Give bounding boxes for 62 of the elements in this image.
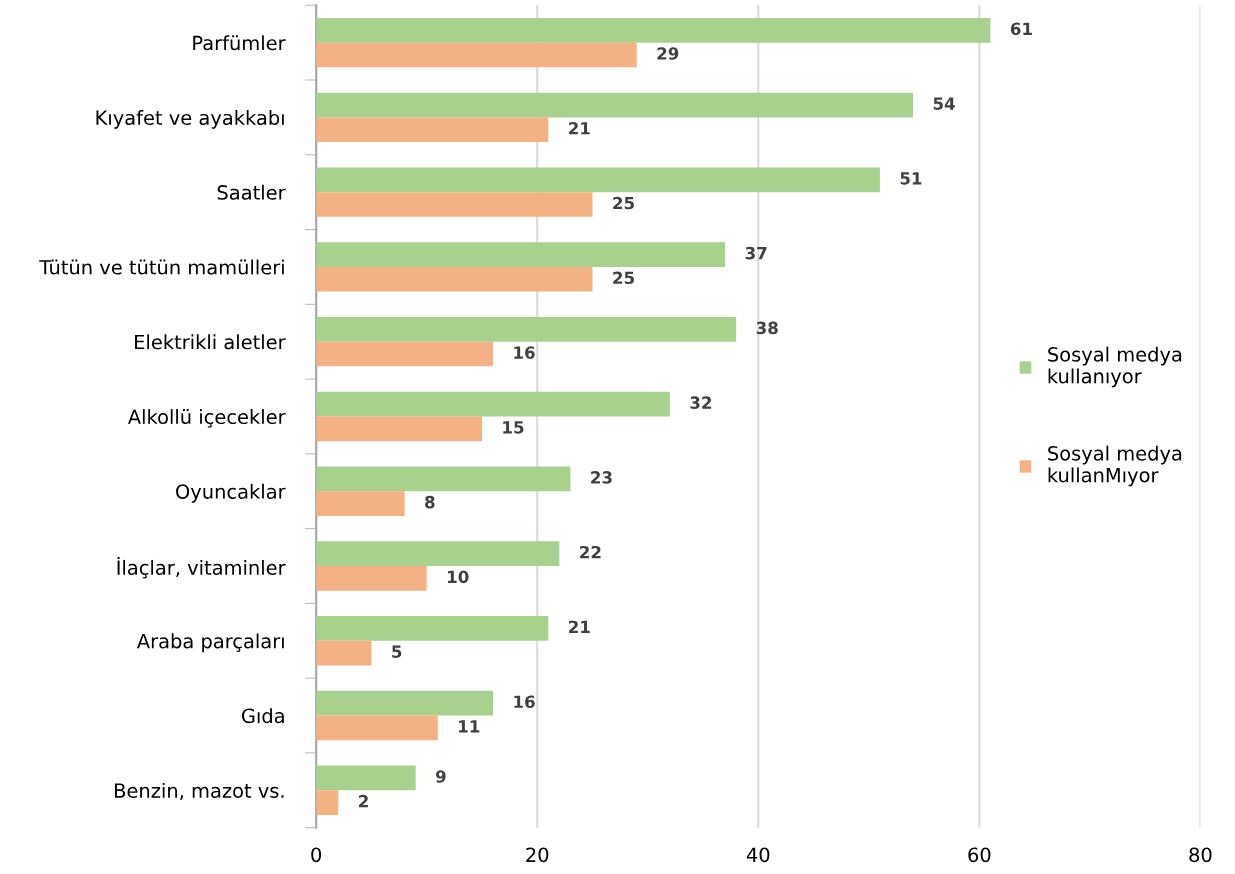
x-tick-label: 0 bbox=[311, 847, 322, 863]
bar bbox=[316, 790, 339, 815]
y-tick-label: Saatler bbox=[217, 184, 286, 200]
data-label: 22 bbox=[580, 545, 601, 559]
data-label: 9 bbox=[435, 770, 446, 783]
bar bbox=[316, 92, 914, 118]
bar bbox=[316, 491, 405, 516]
bar bbox=[316, 715, 438, 741]
y-tick-label: Gıda bbox=[241, 708, 284, 724]
bar bbox=[316, 17, 991, 43]
data-label: 21 bbox=[569, 121, 590, 135]
bar bbox=[316, 466, 571, 492]
bar bbox=[316, 616, 549, 641]
bar bbox=[316, 266, 593, 292]
x-tick-label: 60 bbox=[968, 847, 991, 863]
data-label: 51 bbox=[900, 172, 922, 185]
bar bbox=[316, 391, 670, 417]
data-label: 16 bbox=[514, 346, 535, 359]
data-label: 16 bbox=[514, 695, 535, 709]
bar bbox=[316, 117, 549, 143]
y-tick-label: Alkollü içecekler bbox=[127, 409, 286, 428]
bar bbox=[316, 416, 482, 442]
y-tick-label: Oyuncaklar bbox=[176, 483, 286, 503]
bar bbox=[316, 541, 560, 566]
y-tick-label: İlaçlar, vitaminler bbox=[117, 556, 286, 579]
bar bbox=[316, 341, 494, 367]
legend-label: Sosyal medya kullanıyor bbox=[1048, 346, 1182, 388]
data-label: 54 bbox=[933, 97, 955, 110]
data-label: 61 bbox=[1010, 22, 1032, 36]
data-label: 25 bbox=[613, 271, 634, 285]
bar bbox=[316, 42, 637, 68]
data-label: 8 bbox=[425, 495, 435, 509]
x-tick-label: 80 bbox=[1189, 847, 1212, 863]
data-label: 5 bbox=[392, 645, 402, 658]
data-label: 29 bbox=[657, 47, 679, 60]
bar bbox=[316, 765, 416, 791]
y-tick-label: Parfümler bbox=[193, 35, 286, 51]
y-tick-label: Elektrikli aletler bbox=[135, 334, 286, 350]
y-tick-label: Kıyafet ve ayakkabı bbox=[96, 110, 284, 129]
bar bbox=[316, 565, 427, 591]
bar bbox=[316, 317, 737, 342]
y-tick-label: Araba parçaları bbox=[136, 633, 284, 653]
data-label: 32 bbox=[690, 396, 712, 409]
data-label: 25 bbox=[613, 196, 634, 210]
data-label: 10 bbox=[448, 570, 469, 584]
x-tick-label: 20 bbox=[526, 847, 549, 863]
bar bbox=[316, 192, 593, 217]
x-tick-label: 40 bbox=[746, 847, 770, 863]
bar bbox=[316, 167, 880, 193]
data-label: 11 bbox=[459, 720, 480, 733]
data-label: 38 bbox=[756, 321, 778, 335]
bar bbox=[316, 640, 372, 666]
y-tick-label: Tütün ve tütün mamülleri bbox=[39, 259, 284, 275]
legend-label: Sosyal medya kullanMıyor bbox=[1048, 445, 1182, 487]
y-tick-label: Benzin, mazot vs. bbox=[115, 782, 284, 800]
data-label: 21 bbox=[569, 620, 590, 634]
data-label: 2 bbox=[359, 794, 368, 808]
bar bbox=[316, 690, 494, 716]
bar bbox=[316, 242, 726, 267]
data-label: 37 bbox=[745, 246, 767, 260]
data-label: 23 bbox=[591, 471, 612, 484]
data-label: 15 bbox=[503, 421, 524, 434]
